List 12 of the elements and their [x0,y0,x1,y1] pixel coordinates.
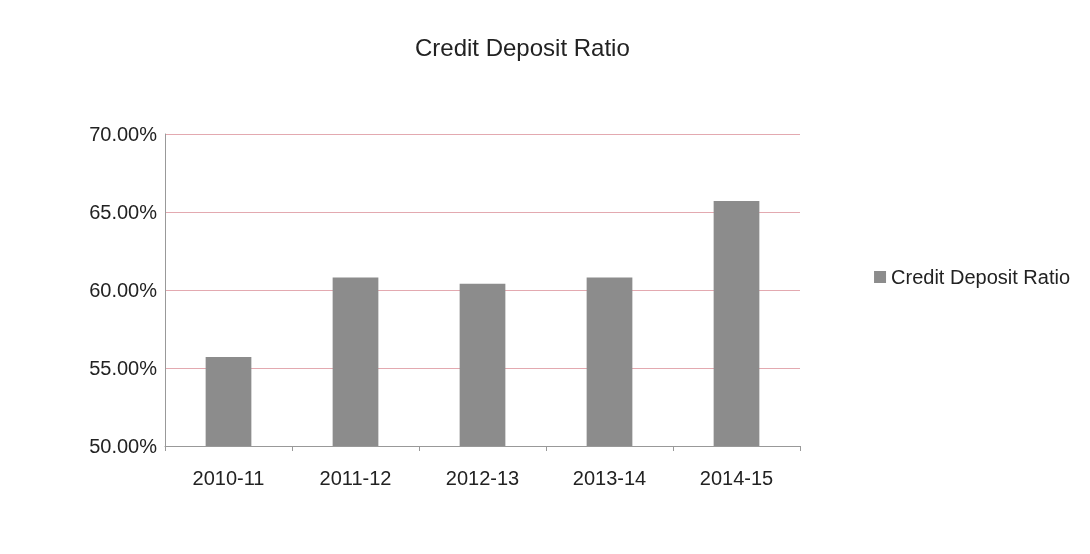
y-tick-label: 70.00% [89,123,158,145]
chart-title: Credit Deposit Ratio [415,33,630,61]
y-tick-label: 55.00% [89,357,158,379]
y-tick-label: 50.00% [89,435,158,457]
legend-label: Credit Deposit Ratio [891,266,1070,288]
y-tick-label: 65.00% [89,201,158,223]
y-tick-label: 60.00% [89,279,158,301]
x-tick-label: 2013-14 [572,467,647,489]
x-tick-label: 2010-11 [192,467,265,489]
x-tick-label: 2014-15 [699,467,774,489]
x-tick-label: 2011-12 [319,467,392,489]
x-tick-label: 2012-13 [445,467,520,489]
